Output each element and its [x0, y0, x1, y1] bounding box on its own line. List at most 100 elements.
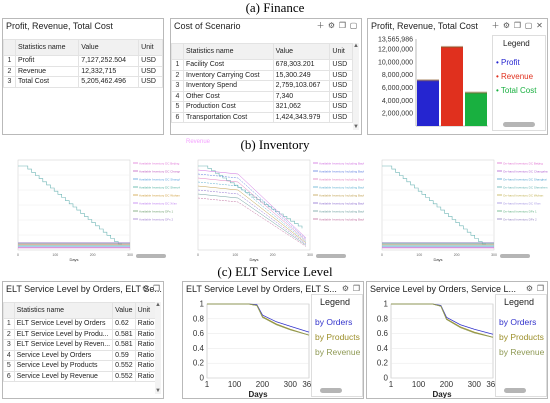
legend-item[interactable]: by Orders — [315, 317, 353, 327]
legend-item: On-hand Inventory DC Shenzhen — [503, 186, 548, 190]
legend-item[interactable]: by Revenue — [315, 347, 361, 357]
legend-item[interactable]: by Orders — [499, 317, 537, 327]
gear-icon[interactable]: ⚙ — [502, 21, 511, 30]
copy-icon[interactable]: ❐ — [536, 284, 545, 293]
copy-icon[interactable]: ❐ — [338, 21, 347, 30]
row-index: 3 — [3, 76, 16, 88]
table-row[interactable]: 4 Other Cost 7,340 USD — [171, 90, 353, 102]
table-row[interactable]: 1 Profit 7,127,252.504 USD — [3, 55, 163, 67]
cell-unit: USD — [329, 101, 353, 113]
bar-total-cost — [465, 92, 487, 126]
horizontal-scrollbar[interactable] — [503, 122, 535, 127]
bar-cap — [465, 91, 487, 94]
profit-table: Statistics name Value Unit 1 Profit 7,127,… — [3, 39, 163, 88]
column-header[interactable]: Value — [78, 39, 140, 56]
plot-area — [206, 303, 310, 379]
copy-icon[interactable]: ❐ — [352, 284, 361, 293]
table-row[interactable]: 1 ELT Service Level by Orders 0.62 Ratio — [3, 318, 158, 330]
table-row[interactable]: 3 Inventory Spend 2,759,103.067 USD — [171, 80, 353, 92]
table-row[interactable]: 3 Total Cost 5,205,462.496 USD — [3, 76, 163, 88]
column-header[interactable]: Value — [272, 43, 331, 60]
scroll-up-icon[interactable]: ▲ — [353, 43, 359, 49]
legend-title: Legend — [320, 297, 351, 307]
vertical-scrollbar[interactable]: ▲ ▼ — [155, 302, 161, 394]
legend-item: Available Inventory DFs 1 — [139, 210, 173, 214]
scroll-down-icon[interactable]: ▼ — [155, 388, 161, 394]
gear-icon[interactable]: ⚙ — [327, 21, 336, 30]
copy-icon[interactable]: ❐ — [152, 284, 161, 293]
vertical-scrollbar[interactable]: ▲ ▼ — [353, 43, 359, 130]
column-header[interactable]: Statistics name — [14, 39, 80, 56]
table-row[interactable]: 3 ELT Service Level by Reven... 0.581 Ratio — [3, 339, 158, 351]
close-icon[interactable]: ✕ — [536, 21, 543, 30]
table-row[interactable]: 2 Revenue 12,332,715 USD — [3, 65, 163, 77]
y-tick-label: 0.2 — [193, 359, 205, 368]
window-icon[interactable]: ▢ — [524, 21, 533, 30]
legend-item: Available Inventory Including Backlog DC… — [319, 186, 364, 190]
table-row[interactable]: 5 Service Level by Products 0.552 Ratio — [3, 360, 158, 372]
legend-item: Available Inventory Including Backlog DC… — [319, 202, 364, 206]
row-index: 4 — [3, 349, 15, 361]
horizontal-scrollbar[interactable] — [504, 388, 526, 393]
legend-item: Available Inventory Including Backlog DF… — [319, 210, 364, 214]
column-header[interactable]: Unit — [329, 43, 353, 60]
elt-table: Statistics name Value Unit 1 ELT Service … — [3, 302, 158, 382]
legend-item[interactable]: • Total Cost — [496, 86, 537, 95]
gear-icon[interactable]: ⚙ — [141, 284, 150, 293]
y-tick-label: 8,000,000 — [382, 72, 413, 79]
row-index: 3 — [3, 339, 15, 351]
table-row[interactable]: 1 Facility Cost 678,303.201 USD — [171, 59, 353, 71]
scroll-up-icon[interactable]: ▲ — [155, 302, 161, 308]
add-icon[interactable]: ＋ — [316, 21, 325, 30]
cell-value: 12,332,715 — [78, 65, 140, 77]
scroll-down-icon[interactable]: ▼ — [353, 124, 359, 130]
column-header[interactable]: Value — [112, 302, 136, 319]
legend-item: On-hand Inventory DFs 2 — [503, 218, 537, 222]
gear-icon[interactable]: ⚙ — [341, 284, 350, 293]
cell-value: 15,300.249 — [272, 69, 331, 81]
inventory-chart-left: 0 100 200 300 Days Available Inventory DC Bei… — [17, 159, 180, 262]
legend-item[interactable]: • Revenue — [496, 72, 534, 81]
add-icon[interactable]: ＋ — [491, 21, 500, 30]
legend-title: Legend — [504, 297, 535, 307]
panel-toolbar: ＋ ⚙ ❐ ▢ ✕ — [491, 21, 544, 30]
legend-item[interactable]: by Products — [315, 332, 360, 342]
copy-icon[interactable]: ❐ — [513, 21, 522, 30]
window-icon[interactable]: ▢ — [349, 21, 358, 30]
legend-item[interactable]: by Revenue — [499, 347, 545, 357]
cell-unit: Ratio — [134, 328, 158, 340]
column-header[interactable]: Statistics name — [183, 43, 274, 60]
horizontal-scrollbar[interactable] — [320, 388, 342, 393]
row-index: 5 — [171, 101, 184, 113]
table-row[interactable]: 6 Transportation Cost 1,424,343.979 USD — [171, 111, 353, 123]
table-row[interactable]: 2 Inventory Carrying Cost 15,300.249 USD — [171, 69, 353, 81]
column-header[interactable]: Unit — [138, 39, 163, 56]
cell-name: Inventory Carrying Cost — [183, 69, 274, 81]
column-header[interactable]: Unit — [134, 302, 158, 319]
cell-value: 0.552 — [112, 370, 136, 382]
legend-item[interactable]: • Profit — [496, 58, 520, 67]
table-row[interactable]: 6 Service Level by Revenue 0.552 Ratio — [3, 370, 158, 382]
legend-item: Available Inventory Including Backlog DC… — [319, 162, 364, 166]
y-tick-label: 1 — [200, 300, 205, 309]
cell-name: Revenue — [14, 65, 80, 77]
index-header — [3, 302, 15, 319]
table-row[interactable]: 4 Service Level by Orders 0.59 Ratio — [3, 349, 158, 361]
y-tick-label: 12,000,000 — [378, 47, 413, 54]
table-row[interactable]: 2 ELT Service Level by Produ... 0.581 Ratio — [3, 328, 158, 340]
elt-line-chart: 0 0.2 0.4 0.6 0.8 1 1 100 200 300 367 Days — [193, 300, 316, 399]
cell-value: 5,205,462.496 — [78, 76, 140, 88]
horizontal-scrollbar — [316, 254, 346, 258]
series-line — [198, 165, 303, 229]
gear-icon[interactable]: ⚙ — [525, 284, 534, 293]
panel-toolbar: ⚙ ❐ — [141, 284, 161, 293]
panel-title: ELT Service Level by Orders, ELT Se... — [6, 284, 162, 294]
table-header-row: Statistics name Value Unit — [3, 39, 163, 56]
table-row[interactable]: 5 Production Cost 321,062 USD — [171, 101, 353, 113]
panel-toolbar: ⚙ ❐ — [525, 284, 545, 293]
legend-item[interactable]: by Products — [499, 332, 544, 342]
column-header[interactable]: Statistics name — [13, 302, 114, 319]
cell-value: 2,759,103.067 — [272, 80, 331, 92]
cell-unit: Ratio — [134, 370, 158, 382]
y-tick-label: 0.6 — [193, 329, 205, 338]
